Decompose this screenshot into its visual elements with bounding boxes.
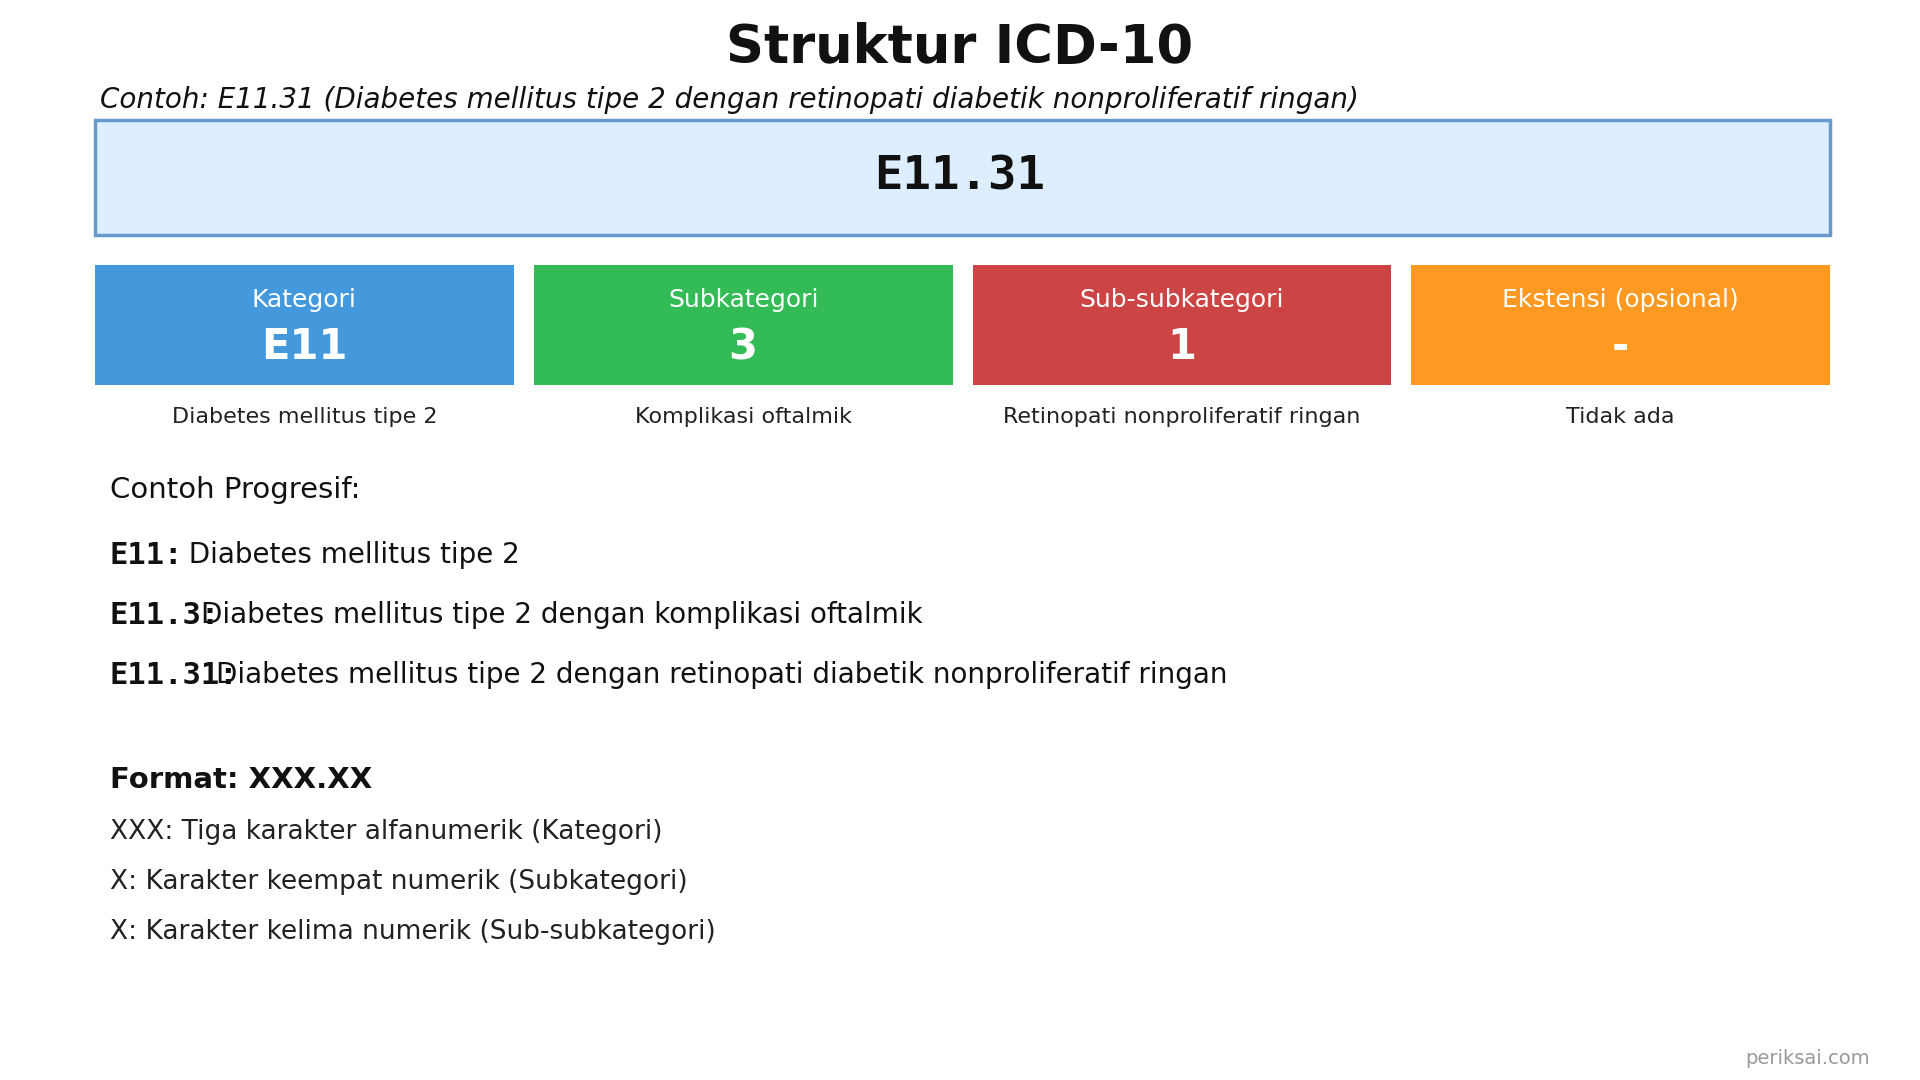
Text: Retinopati nonproliferatif ringan: Retinopati nonproliferatif ringan — [1002, 407, 1361, 427]
Text: 3: 3 — [728, 326, 758, 368]
Text: Diabetes mellitus tipe 2 dengan komplikasi oftalmik: Diabetes mellitus tipe 2 dengan komplika… — [202, 600, 924, 629]
Text: 1: 1 — [1167, 326, 1196, 368]
Text: Diabetes mellitus tipe 2 dengan retinopati diabetik nonproliferatif ringan: Diabetes mellitus tipe 2 dengan retinopa… — [217, 661, 1229, 689]
Text: periksai.com: periksai.com — [1745, 1049, 1870, 1067]
Text: -: - — [1613, 326, 1630, 368]
Text: Format: XXX.XX: Format: XXX.XX — [109, 766, 372, 794]
Text: Contoh Progresif:: Contoh Progresif: — [109, 476, 361, 504]
Text: Struktur ICD-10: Struktur ICD-10 — [726, 22, 1194, 75]
Text: Kategori: Kategori — [252, 288, 357, 312]
Text: Contoh: E11.31 (Diabetes mellitus tipe 2 dengan retinopati diabetik nonprolifera: Contoh: E11.31 (Diabetes mellitus tipe 2… — [100, 86, 1359, 114]
Text: E11.3:: E11.3: — [109, 600, 221, 630]
Text: E11: E11 — [261, 326, 348, 368]
Text: Ekstensi (opsional): Ekstensi (opsional) — [1501, 288, 1740, 312]
FancyBboxPatch shape — [94, 120, 1830, 235]
Text: X: Karakter kelima numerik (Sub-subkategori): X: Karakter kelima numerik (Sub-subkateg… — [109, 919, 716, 945]
FancyBboxPatch shape — [973, 265, 1392, 384]
Text: Komplikasi oftalmik: Komplikasi oftalmik — [636, 407, 852, 427]
FancyBboxPatch shape — [534, 265, 952, 384]
FancyBboxPatch shape — [94, 265, 515, 384]
Text: Tidak ada: Tidak ada — [1567, 407, 1674, 427]
Text: E11.31: E11.31 — [874, 154, 1046, 200]
Text: Sub-subkategori: Sub-subkategori — [1079, 288, 1284, 312]
Text: E11.31:: E11.31: — [109, 661, 238, 689]
Text: XXX: Tiga karakter alfanumerik (Kategori): XXX: Tiga karakter alfanumerik (Kategori… — [109, 819, 662, 845]
Text: Diabetes mellitus tipe 2: Diabetes mellitus tipe 2 — [171, 407, 438, 427]
Text: E11:: E11: — [109, 540, 184, 569]
Text: X: Karakter keempat numerik (Subkategori): X: Karakter keempat numerik (Subkategori… — [109, 869, 687, 895]
FancyBboxPatch shape — [1411, 265, 1830, 384]
Text: Diabetes mellitus tipe 2: Diabetes mellitus tipe 2 — [171, 541, 520, 569]
Text: Subkategori: Subkategori — [668, 288, 818, 312]
